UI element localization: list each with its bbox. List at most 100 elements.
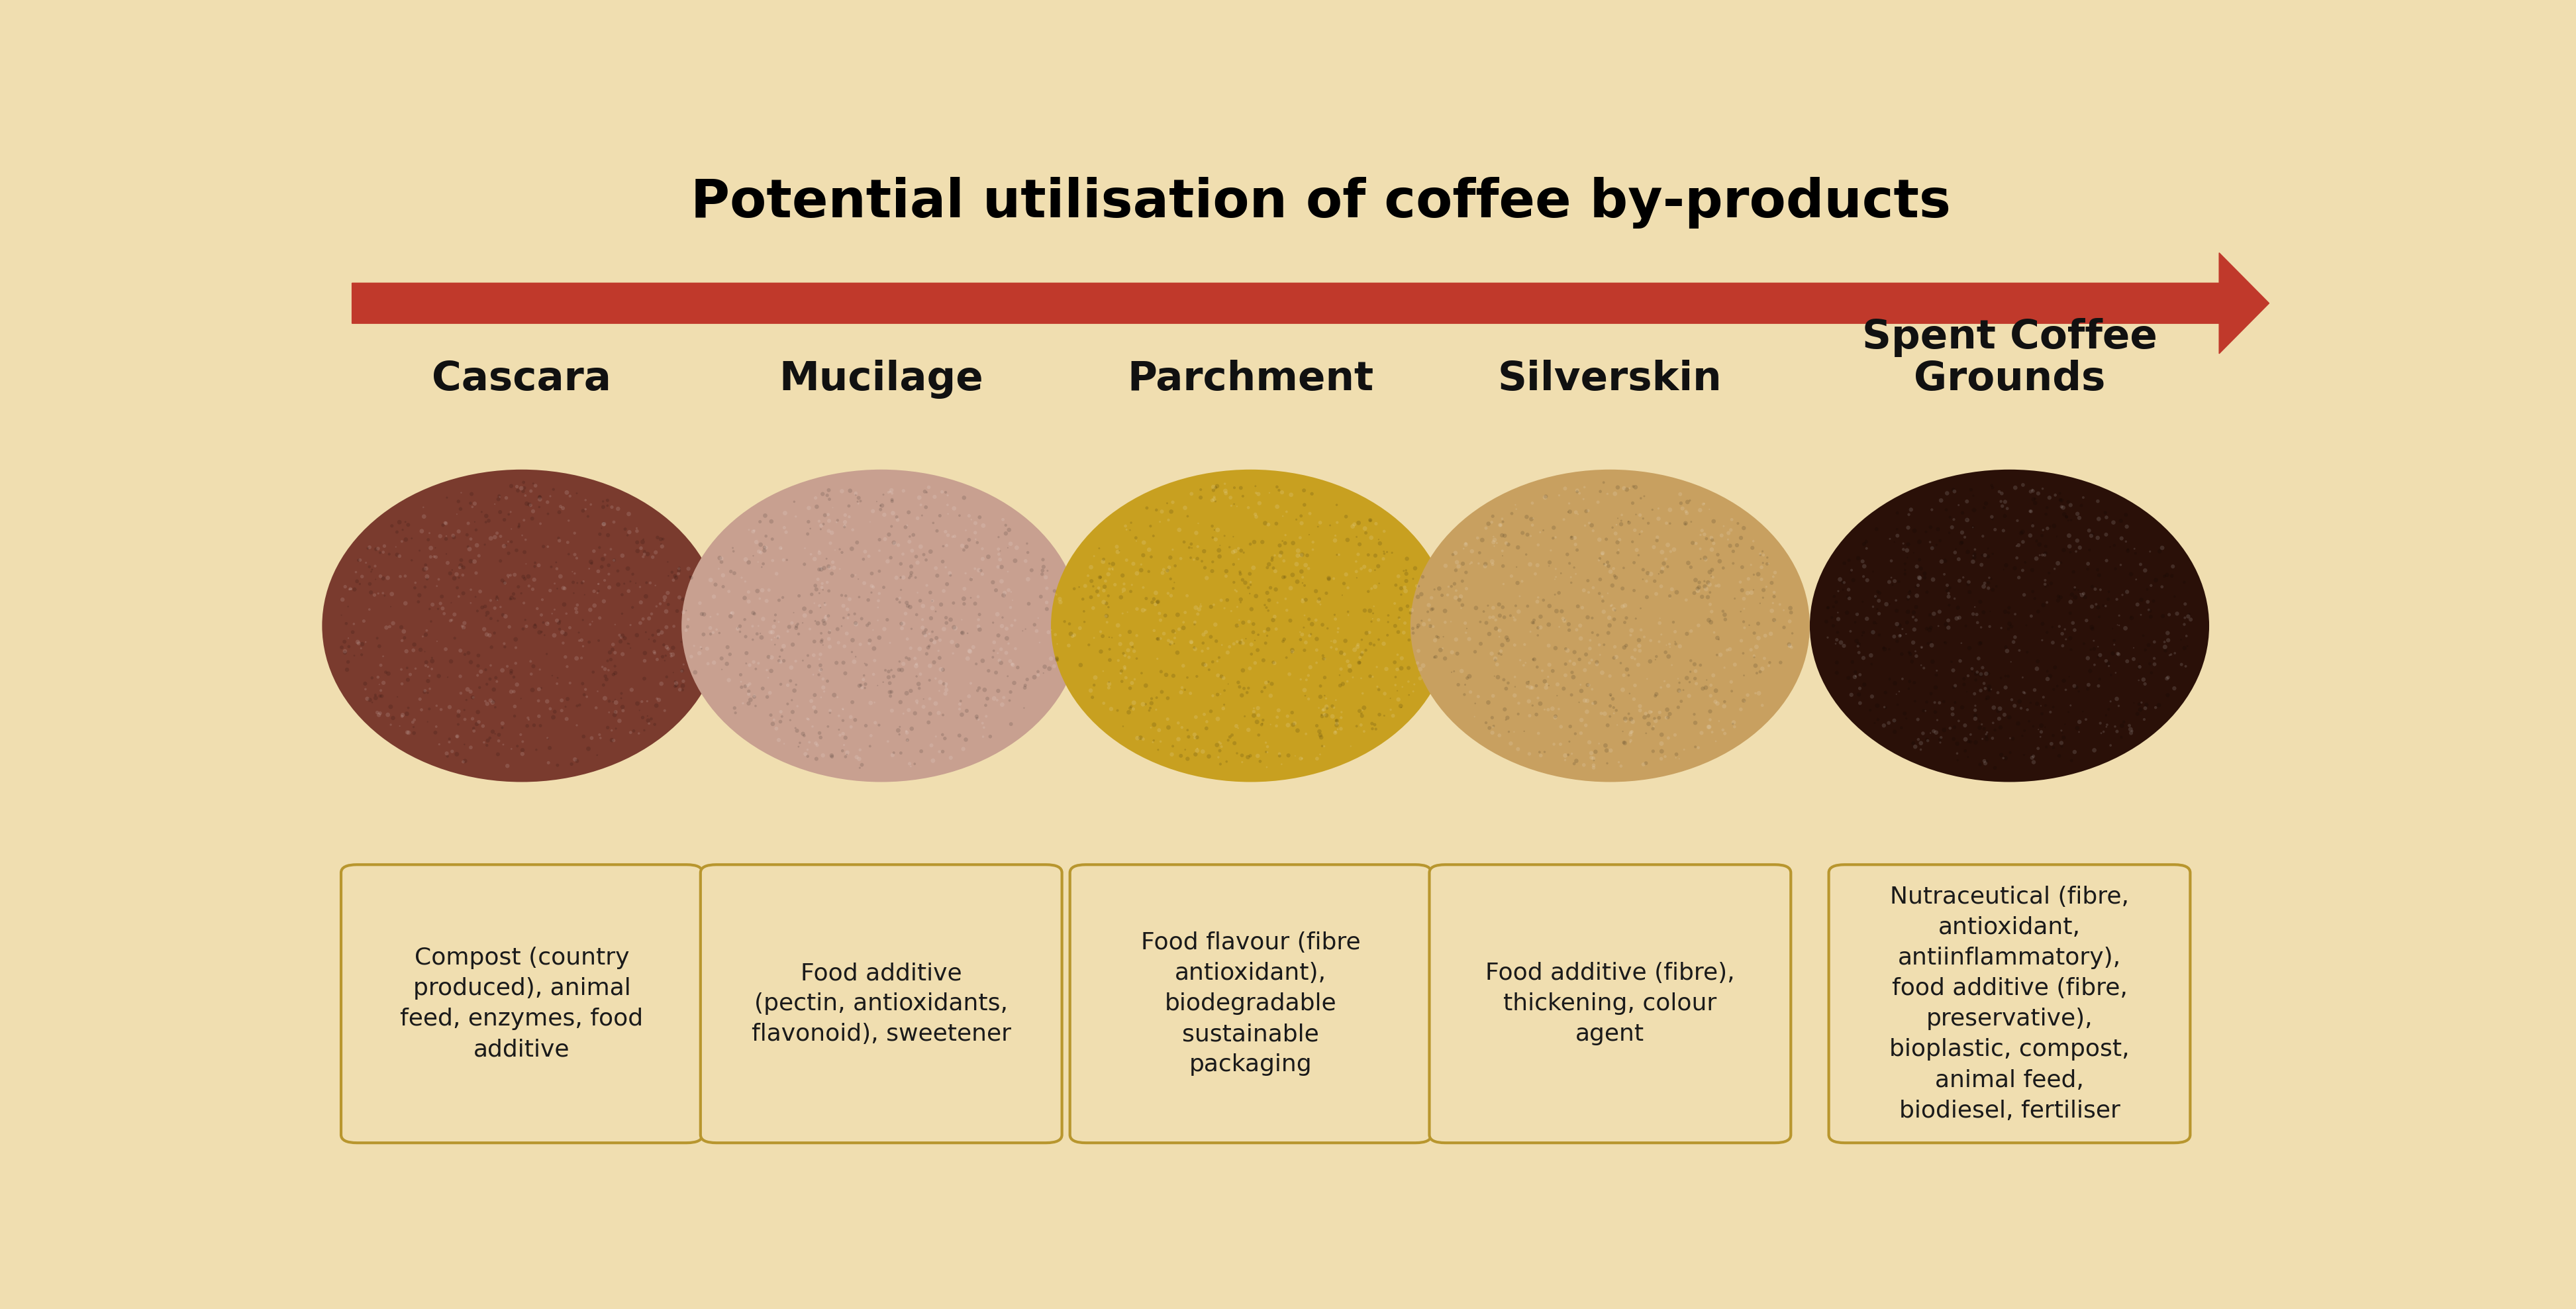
Point [1538,699,1579,720]
Point [1832,685,1873,706]
Point [1741,580,1783,601]
Point [997,657,1038,678]
Point [1025,592,1066,613]
Point [1293,531,1334,552]
Point [1618,630,1659,651]
Point [1005,551,1046,572]
Point [1734,683,1775,704]
Point [930,631,971,652]
Point [1690,686,1731,707]
Point [340,550,381,571]
Point [1208,726,1249,747]
Point [1381,577,1422,598]
Point [796,613,837,634]
Point [1953,543,1994,564]
Point [696,619,737,640]
Point [2058,584,2099,605]
Point [1404,614,1445,635]
Point [327,652,368,673]
Point [474,679,515,700]
Point [1231,614,1273,635]
Point [1610,721,1651,742]
Point [1476,533,1517,554]
Point [2164,637,2205,658]
Point [845,541,886,562]
Point [1901,637,1942,658]
Point [726,581,768,602]
Point [1103,643,1144,664]
Point [2061,585,2102,606]
Point [1535,601,1577,622]
Point [1955,669,1996,690]
Point [1221,630,1262,651]
Point [489,661,531,682]
Point [1569,630,1610,651]
Point [832,520,873,541]
Point [1533,661,1574,682]
Point [1610,647,1651,668]
Point [1303,736,1345,757]
Point [1121,728,1162,749]
Point [1023,550,1064,571]
Point [546,656,587,677]
Point [1528,635,1569,656]
Point [636,695,677,716]
Point [1141,563,1182,584]
Point [1862,696,1904,717]
Point [1090,559,1131,580]
Point [966,706,1007,726]
Point [989,533,1030,554]
Point [592,691,634,712]
Point [1852,622,1893,643]
Point [835,652,876,673]
Point [1149,556,1190,577]
Point [992,590,1033,611]
Point [482,569,523,590]
Point [2038,483,2079,504]
Point [881,554,922,575]
Point [541,690,582,711]
Point [1886,539,1927,560]
Point [1917,709,1958,730]
Point [1535,637,1577,658]
Point [1221,486,1262,507]
Point [425,513,466,534]
Point [1927,594,1968,615]
Point [2017,483,2058,504]
Point [1649,703,1690,724]
Point [1221,613,1262,634]
Point [871,700,912,721]
Point [1329,660,1370,681]
Point [1342,698,1383,719]
Point [760,706,801,726]
Point [1257,592,1298,613]
Point [549,511,590,531]
Point [1342,703,1383,724]
Point [556,572,598,593]
Point [796,496,837,517]
Point [1337,636,1378,657]
Point [922,619,963,640]
Point [1193,488,1234,509]
Point [443,564,484,585]
Point [585,569,626,590]
Point [2112,720,2154,741]
Point [1587,483,1628,504]
Point [1584,703,1625,724]
Point [1669,651,1710,672]
Point [1953,546,1994,567]
Point [505,610,546,631]
Point [1139,720,1180,741]
Point [1623,508,1664,529]
Point [404,558,446,579]
Point [1937,597,1978,618]
Point [2066,709,2107,730]
Point [1528,699,1569,720]
Point [914,632,956,653]
Point [1471,512,1512,533]
Point [1690,528,1731,548]
Point [1579,529,1620,550]
Point [1643,641,1685,662]
Point [925,674,966,695]
Point [2012,746,2053,767]
